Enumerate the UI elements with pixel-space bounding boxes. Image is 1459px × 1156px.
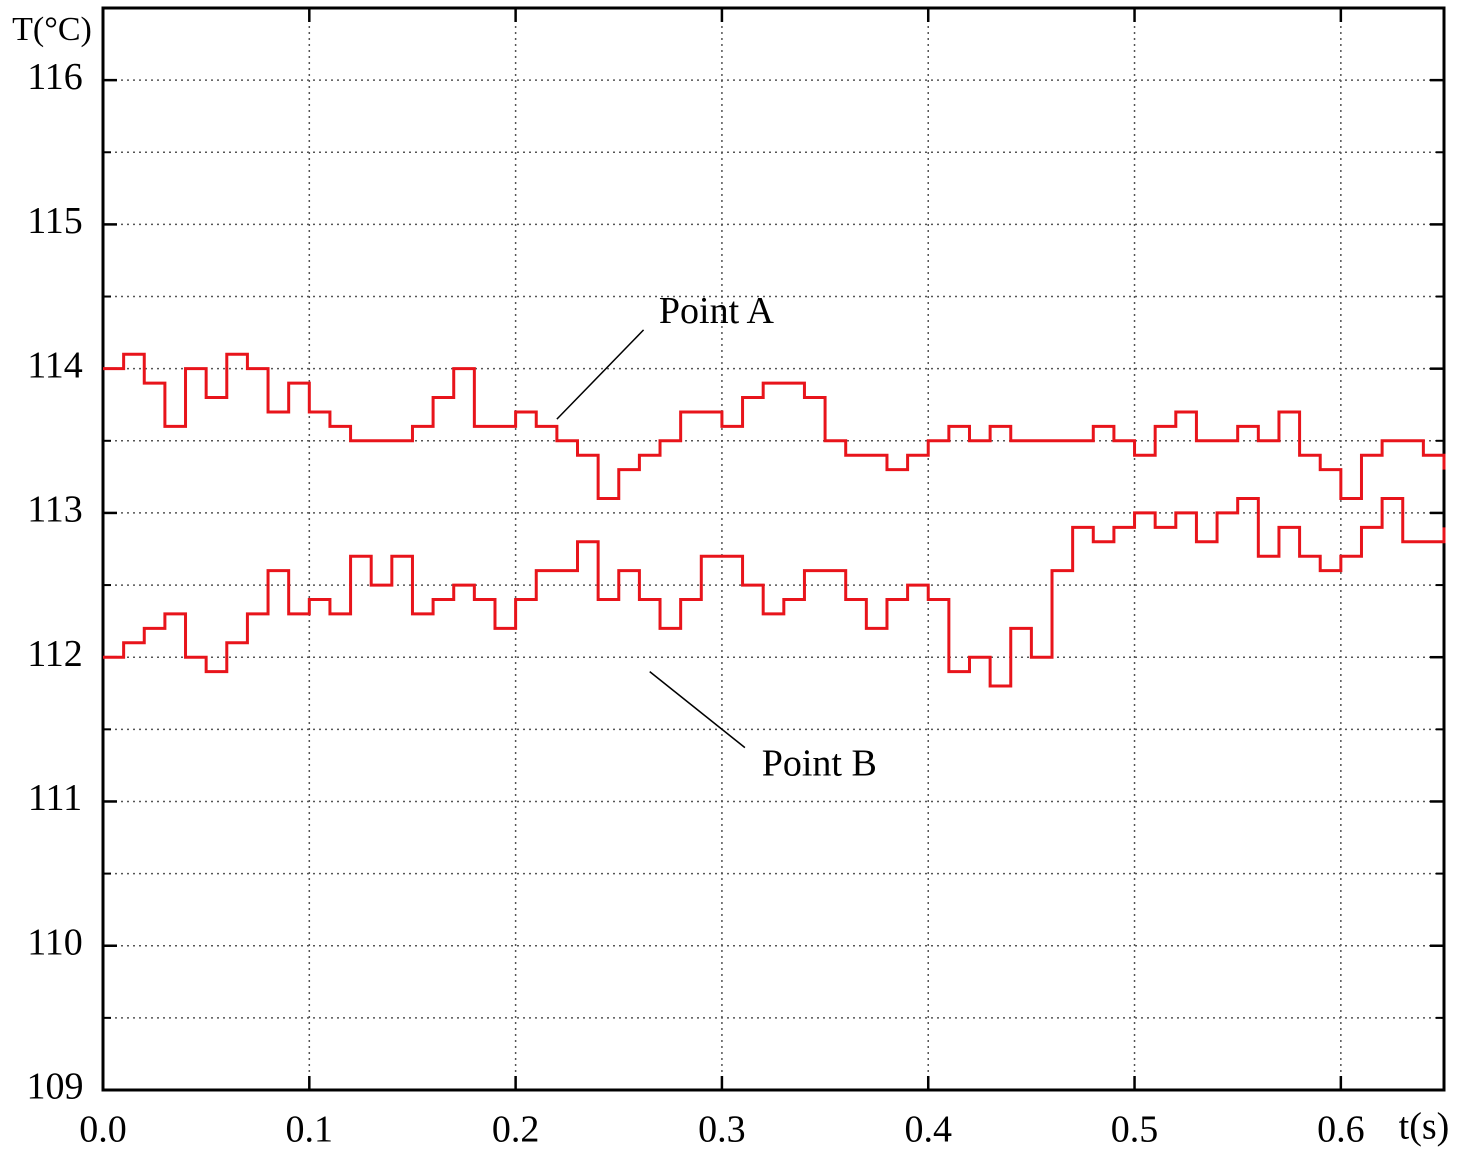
y-tick-label: 113 xyxy=(27,489,83,531)
x-tick-label: 0.0 xyxy=(79,1109,127,1151)
annotation-label: Point A xyxy=(659,290,775,332)
y-tick-label: 114 xyxy=(27,344,83,386)
x-tick-label: 0.3 xyxy=(698,1109,746,1151)
y-tick-label: 109 xyxy=(27,1066,84,1108)
annotation-label: Point B xyxy=(762,742,877,784)
y-tick-label: 115 xyxy=(27,200,83,242)
annotation-leader xyxy=(649,671,746,749)
x-tick-label: 0.6 xyxy=(1317,1109,1365,1151)
data-line xyxy=(103,497,1446,688)
x-axis-label: t(s) xyxy=(1399,1106,1450,1148)
x-tick-label: 0.2 xyxy=(492,1109,540,1151)
y-tick-label: 112 xyxy=(27,633,83,675)
y-tick-label: 110 xyxy=(27,921,83,963)
plot-frame xyxy=(101,6,1446,1092)
x-tick-label: 0.4 xyxy=(904,1109,952,1151)
y-axis-label: T(°C) xyxy=(12,11,92,48)
y-tick-label: 116 xyxy=(27,56,83,98)
x-tick-label: 0.1 xyxy=(286,1109,334,1151)
y-tick-label: 111 xyxy=(28,777,82,819)
x-tick-label: 0.5 xyxy=(1111,1109,1159,1151)
annotation-leader xyxy=(556,329,645,420)
data-line xyxy=(103,352,1446,501)
